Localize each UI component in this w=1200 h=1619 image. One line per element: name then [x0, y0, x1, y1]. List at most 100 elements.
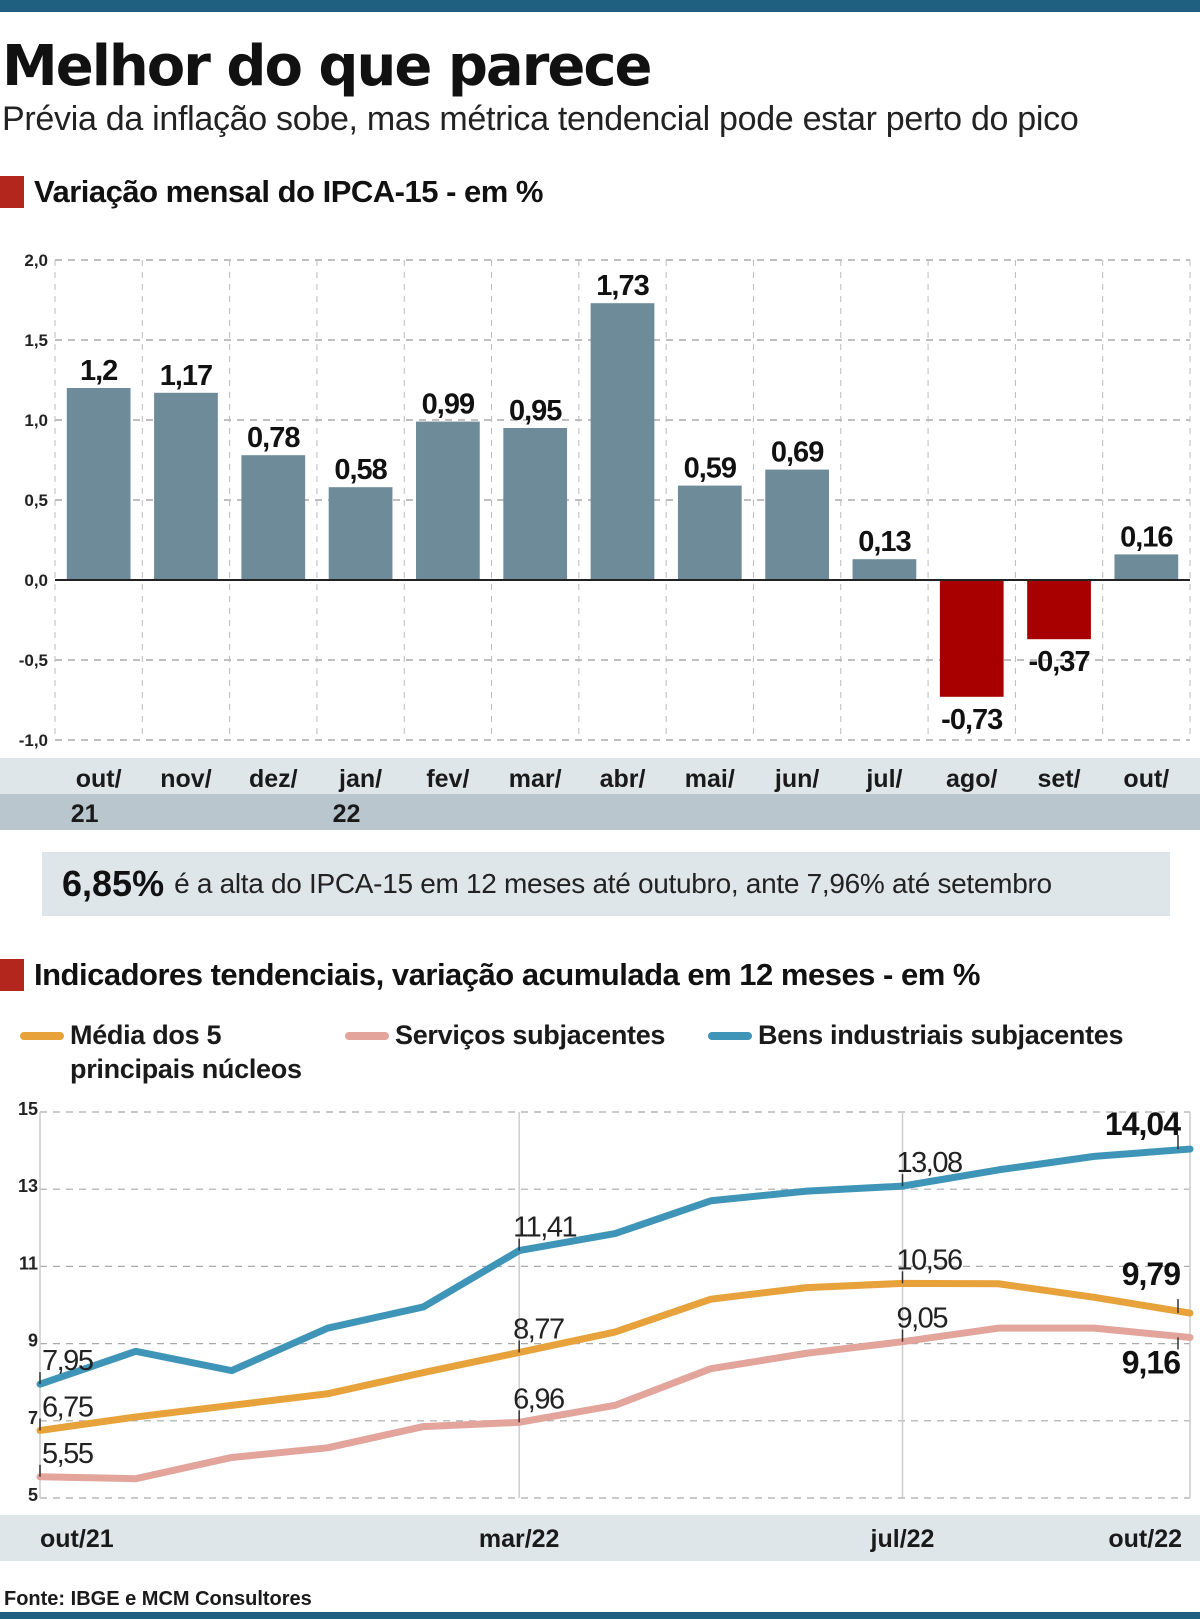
x-tick-label: jul/	[865, 765, 902, 793]
page-subtitle: Prévia da inflação sobe, mas métrica ten…	[2, 100, 1079, 138]
legend-label-servicos: Serviços subjacentes	[395, 1020, 666, 1050]
chart1-title: Variação mensal do IPCA-15 - em %	[34, 174, 544, 209]
x-tick-label: mar/	[509, 765, 562, 793]
series-line-servicos	[36, 1324, 1194, 1483]
legend-item-media: Média dos 5 principais núcleos	[20, 1018, 302, 1086]
bar	[154, 392, 218, 580]
page-title: Melhor do que parece	[2, 34, 652, 99]
x-tick-label: mai/	[685, 765, 735, 793]
bar	[328, 487, 393, 580]
section-marker-icon	[0, 959, 24, 991]
series-line-media	[36, 1279, 1194, 1434]
legend-label-media-line1: Média dos 5	[70, 1020, 222, 1050]
bar	[590, 303, 655, 580]
bar	[241, 455, 306, 580]
bottom-accent-bar	[0, 1612, 1200, 1619]
series-end-label: 14,04	[1105, 1106, 1181, 1142]
series-point-label: 7,95	[42, 1345, 93, 1377]
bar-value-label: 0,99	[422, 389, 475, 421]
y-tick-label: 0,0	[24, 571, 48, 590]
bar-value-label: -0,73	[941, 704, 1003, 736]
x-axis-band	[0, 1515, 1200, 1561]
x-axis-band-years	[0, 794, 1200, 830]
x-tick-label: dez/	[249, 765, 298, 793]
bar	[677, 485, 742, 580]
x-tick-year-label: 21	[71, 800, 99, 828]
legend-label-bens: Bens industriais subjacentes	[758, 1020, 1124, 1050]
callout-text: é a alta do IPCA-15 em 12 meses até outu…	[174, 868, 1052, 899]
bar-value-label: 0,69	[771, 437, 824, 469]
series-point-label: 6,96	[513, 1383, 564, 1415]
x-tick-label: nov/	[160, 765, 211, 793]
x-tick-label: out/22	[1108, 1525, 1182, 1553]
legend-item-bens: Bens industriais subjacentes	[708, 1018, 1124, 1052]
chart1-header: Variação mensal do IPCA-15 - em %	[0, 174, 544, 210]
y-tick-label: 7	[28, 1408, 38, 1428]
y-tick-label: 2,0	[24, 251, 48, 270]
y-tick-label: -0,5	[19, 651, 48, 670]
x-tick-label: out/	[1123, 765, 1169, 793]
section-marker-icon	[0, 176, 24, 208]
y-tick-label: 13	[18, 1176, 38, 1196]
callout-highlight: 6,85%	[62, 863, 165, 904]
legend-swatch-servicos	[345, 1032, 389, 1040]
bar	[66, 388, 131, 580]
y-tick-label: 0,5	[24, 491, 48, 510]
bar-value-label: 0,78	[247, 422, 300, 454]
series-point-label: 9,05	[897, 1303, 948, 1335]
series-point-label: 11,41	[513, 1212, 576, 1244]
y-tick-label: 11	[19, 1253, 38, 1273]
series-point-label: 10,56	[897, 1244, 962, 1276]
series-end-label: 9,79	[1122, 1256, 1180, 1292]
x-tick-label: jun/	[774, 765, 819, 793]
chart2-title: Indicadores tendenciais, variação acumul…	[34, 957, 980, 992]
y-tick-label: 9	[28, 1331, 38, 1351]
bar-value-label: 1,2	[80, 355, 117, 387]
y-tick-label: 15	[18, 1099, 38, 1119]
x-tick-year-label: 22	[333, 800, 361, 828]
bar-value-label: 1,17	[160, 360, 212, 392]
legend-item-servicos: Serviços subjacentes	[345, 1018, 665, 1052]
series-point-label: 6,75	[42, 1391, 93, 1423]
legend-swatch-bens	[708, 1032, 752, 1040]
y-tick-label: 5	[28, 1485, 38, 1505]
x-tick-label: jul/22	[870, 1525, 935, 1553]
callout-box: 6,85% é a alta do IPCA-15 em 12 meses at…	[42, 852, 1170, 916]
bar-value-label: -0,37	[1028, 646, 1089, 678]
bar-value-label: 1,73	[596, 270, 649, 302]
y-tick-label: 1,5	[24, 331, 48, 350]
y-tick-label: -1,0	[19, 731, 48, 750]
x-tick-label: fev/	[426, 765, 469, 793]
bar-chart: 2,0 1,5 1,0 0,5 0,0 -0,5 -1,0 1,2 out/21 1,17 nov/…	[0, 251, 1200, 830]
bar-value-label: 0,59	[684, 453, 737, 485]
x-tick-label: mar/22	[479, 1525, 560, 1553]
bar	[416, 421, 480, 580]
x-tick-label: ago/	[946, 765, 997, 793]
bar	[939, 580, 1004, 697]
x-tick-label: abr/	[600, 765, 646, 793]
bar-value-label: 0,95	[509, 395, 562, 427]
bar	[852, 559, 917, 580]
x-tick-label: jan/	[338, 765, 382, 793]
legend-label-media-line2: principais núcleos	[70, 1054, 302, 1084]
bar	[1027, 580, 1091, 640]
legend-swatch-media	[20, 1032, 64, 1040]
series-line-bens	[36, 1145, 1194, 1388]
top-accent-bar	[0, 0, 1200, 12]
bar-value-label: 0,13	[858, 526, 911, 558]
series-point-label: 13,08	[897, 1147, 962, 1179]
series-point-label: 8,77	[513, 1313, 564, 1345]
bar	[1114, 554, 1179, 580]
y-tick-label: 1,0	[24, 411, 48, 430]
legend-label-media: Média dos 5 principais núcleos	[70, 1018, 302, 1086]
x-tick-label: set/	[1037, 765, 1080, 793]
series-end-label: 9,16	[1122, 1344, 1180, 1380]
bar	[765, 469, 829, 580]
chart2-header: Indicadores tendenciais, variação acumul…	[0, 957, 980, 993]
series-point-label: 5,55	[42, 1438, 93, 1470]
x-tick-label: out/	[76, 765, 122, 793]
bar-value-label: 0,58	[334, 454, 387, 486]
source-note: Fonte: IBGE e MCM Consultores	[4, 1588, 312, 1610]
bar	[503, 428, 568, 580]
